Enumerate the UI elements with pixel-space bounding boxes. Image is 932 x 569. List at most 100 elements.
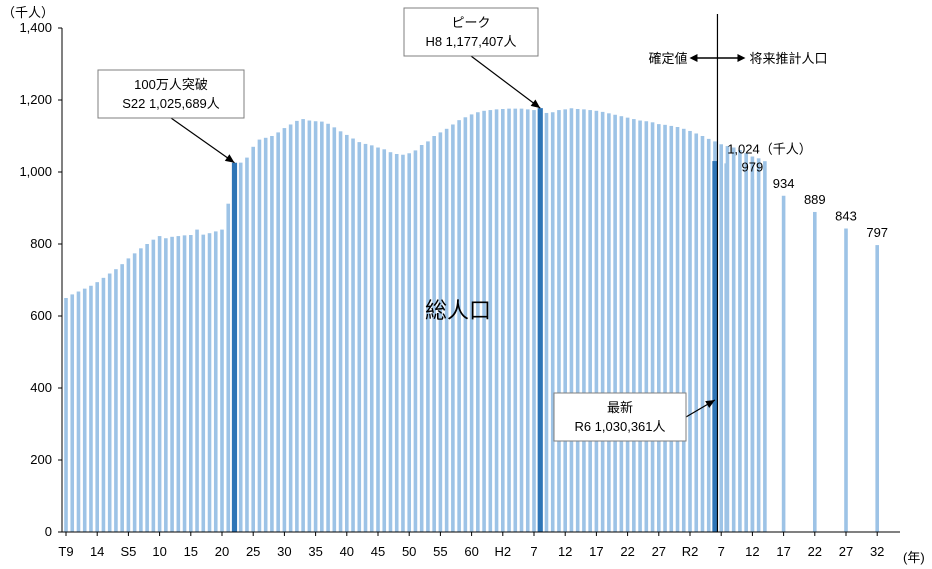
divider-right-label: 将来推計人口 <box>749 51 827 66</box>
annotation-title: ピーク <box>451 15 490 30</box>
bar <box>263 137 268 533</box>
bar <box>101 277 106 532</box>
bar <box>607 113 611 532</box>
bar <box>638 120 642 533</box>
bar <box>382 149 387 532</box>
bar <box>563 109 567 533</box>
bar <box>238 162 243 532</box>
bar <box>276 132 280 532</box>
bar <box>220 229 224 532</box>
bar <box>89 285 93 532</box>
x-tick-label: 45 <box>371 544 385 559</box>
bar <box>419 145 424 532</box>
x-tick-label: T9 <box>58 544 73 559</box>
center-label: 総人口 <box>425 298 491 323</box>
bar <box>494 109 499 533</box>
bar <box>432 136 436 532</box>
bar <box>64 298 68 532</box>
bar <box>600 111 605 532</box>
x-tick-label: S5 <box>120 544 136 559</box>
annotation-box <box>403 7 539 57</box>
bar <box>195 229 199 532</box>
bar <box>463 117 468 532</box>
x-tick-label: 25 <box>246 544 260 559</box>
y-tick-label: 0 <box>45 524 52 539</box>
y-tick-label: 1,400 <box>19 20 52 35</box>
x-tick-label: 40 <box>340 544 354 559</box>
divider-left-label: 確定値 <box>648 51 687 66</box>
x-tick-label: 22 <box>808 544 822 559</box>
y-tick-label: 400 <box>30 380 52 395</box>
bar <box>657 124 661 533</box>
bar <box>575 109 580 532</box>
bar <box>544 112 549 533</box>
bar <box>519 108 524 532</box>
annotation-arrow-head <box>705 400 715 409</box>
bar <box>126 258 131 532</box>
bar <box>164 238 168 533</box>
annotation-detail: S22 1,025,689人 <box>122 96 220 111</box>
bar <box>332 127 337 533</box>
projection-bar <box>875 245 879 532</box>
y-tick-label: 200 <box>30 452 52 467</box>
bar <box>513 108 518 532</box>
bar <box>401 154 405 532</box>
projection-value-label: 1,024（千人） <box>727 141 812 156</box>
bar <box>270 136 274 532</box>
x-tick-label: 7 <box>718 544 725 559</box>
divider-arrow-right <box>737 54 746 62</box>
bar <box>731 147 736 532</box>
bar <box>476 112 480 533</box>
x-tick-label: 10 <box>152 544 166 559</box>
bar <box>444 128 449 533</box>
annotation-box <box>553 392 687 442</box>
highlight-bar <box>712 161 718 532</box>
bar <box>663 124 667 532</box>
bar <box>245 157 249 532</box>
bar <box>738 150 742 533</box>
bar <box>139 248 143 532</box>
x-tick-label: 17 <box>776 544 790 559</box>
projection-bar <box>781 195 786 532</box>
bar <box>307 120 312 533</box>
bar <box>706 138 711 532</box>
annotation-detail: H8 1,177,407人 <box>425 34 516 49</box>
annotation-box <box>97 69 245 119</box>
projection-bar <box>724 163 728 533</box>
projection-value-label: 979 <box>742 160 764 175</box>
y-tick-label: 800 <box>30 236 52 251</box>
bar <box>189 235 193 532</box>
bar <box>363 143 368 533</box>
x-tick-label: 60 <box>464 544 478 559</box>
bar <box>669 125 674 533</box>
bar <box>157 236 162 532</box>
bar <box>525 109 530 533</box>
projection-value-label: 797 <box>866 225 888 240</box>
bar <box>301 119 305 532</box>
bar <box>257 139 262 532</box>
annotation-arrow-head <box>530 99 541 109</box>
x-tick-label: 30 <box>277 544 291 559</box>
bar <box>613 114 617 532</box>
bar <box>345 134 349 533</box>
y-unit-label: （千人） <box>2 5 54 20</box>
bar <box>700 136 705 532</box>
x-tick-label: 12 <box>558 544 572 559</box>
axes-layer <box>58 14 900 536</box>
bar <box>756 158 761 532</box>
bar <box>451 124 455 532</box>
bar <box>632 119 636 532</box>
bar <box>507 108 511 532</box>
bar <box>282 128 287 532</box>
bar <box>320 121 324 532</box>
annotation-title: 100万人突破 <box>134 77 208 92</box>
x-unit-label: (年) <box>903 550 925 565</box>
bar <box>675 127 680 532</box>
bar <box>625 117 630 532</box>
bar <box>207 233 212 532</box>
bar <box>426 141 430 532</box>
bar <box>388 152 393 532</box>
bar <box>594 110 599 533</box>
highlight-bar <box>231 162 238 532</box>
